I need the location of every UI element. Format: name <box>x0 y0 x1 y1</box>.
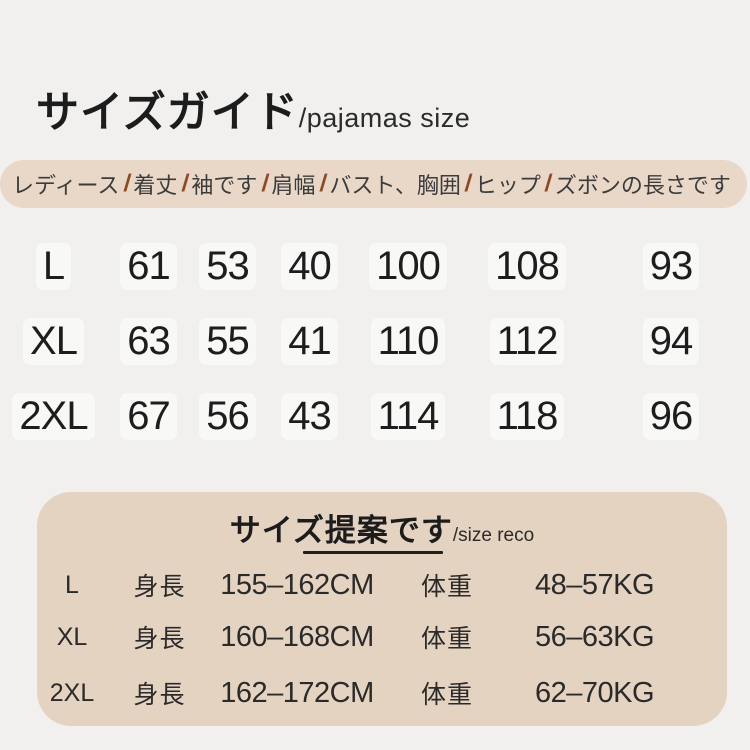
table-row-l: L 61 53 40 100 108 93 <box>0 240 750 292</box>
reco-height-label: 身長 <box>133 681 186 709</box>
reco-weight-label: 体重 <box>420 625 473 653</box>
reco-size-label: 2XL <box>49 678 95 707</box>
value-cell: 93 <box>592 242 750 290</box>
bust-value: 114 <box>370 392 446 440</box>
length-value: 61 <box>120 242 177 290</box>
reco-height-value: 162–172CM <box>220 676 374 709</box>
value-cell: 61 <box>107 242 190 290</box>
bust-value: 100 <box>369 242 447 290</box>
size-cell: 2XL <box>0 392 107 440</box>
pants-length-value: 94 <box>642 317 700 365</box>
reco-height-label: 身長 <box>133 573 186 601</box>
value-cell: 55 <box>190 317 265 365</box>
pants-length-value: 93 <box>642 242 700 290</box>
reco-weight-label: 体重 <box>420 681 473 709</box>
value-cell: 43 <box>265 392 354 440</box>
size-cell: L <box>0 242 107 290</box>
header-column: / 肩幅 <box>259 168 316 200</box>
value-cell: 100 <box>354 242 462 290</box>
slash-separator: / <box>260 170 270 197</box>
header-column: / バスト、胸囲 <box>317 168 461 200</box>
value-cell: 56 <box>190 392 265 440</box>
reco-weight-label: 体重 <box>420 573 473 601</box>
reco-title: サイズ提案です /size reco <box>37 505 727 550</box>
reco-size-label: L <box>65 570 79 599</box>
page-title: サイズガイド /pajamas size <box>36 78 470 140</box>
value-cell: 63 <box>107 317 190 365</box>
header-column-label: バスト、胸囲 <box>329 173 461 198</box>
size-cell: XL <box>0 317 107 365</box>
value-cell: 94 <box>592 317 750 365</box>
reco-weight-value: 48–57KG <box>534 568 655 601</box>
reco-row-2xl: 2XL 身長 162–172CM 体重 62–70KG <box>37 668 727 718</box>
header-column-label: 肩幅 <box>271 173 316 198</box>
length-value: 63 <box>120 317 177 365</box>
shoulder-value: 40 <box>281 242 338 290</box>
header-column: / 袖です <box>179 168 258 200</box>
sleeve-value: 56 <box>199 392 256 440</box>
page-title-main: サイズガイド <box>36 90 299 137</box>
value-cell: 110 <box>354 317 462 365</box>
reco-weight-value: 56–63KG <box>534 620 655 653</box>
size-label: L <box>35 242 72 290</box>
header-column: / 着丈 <box>121 168 178 200</box>
hip-value: 112 <box>489 317 565 365</box>
sleeve-value: 53 <box>199 242 256 290</box>
table-row-xl: XL 63 55 41 110 112 94 <box>0 315 750 367</box>
value-cell: 41 <box>265 317 354 365</box>
value-cell: 114 <box>354 392 462 440</box>
value-cell: 118 <box>462 392 592 440</box>
header-column: / ヒップ <box>462 168 541 200</box>
value-cell: 40 <box>265 242 354 290</box>
pants-length-value: 96 <box>642 392 700 440</box>
slash-separator: / <box>463 170 474 197</box>
header-column-label: ズボンの長さです <box>554 173 731 198</box>
size-table-header: レディース / 着丈 / 袖です / 肩幅 / バスト、胸囲 / ヒップ / ズ… <box>0 160 747 208</box>
header-column-label: 袖です <box>191 173 258 198</box>
reco-height-value: 160–168CM <box>220 620 374 653</box>
slash-separator: / <box>318 170 328 197</box>
reco-title-sub: /size reco <box>452 525 535 546</box>
header-column-label: ヒップ <box>474 173 541 198</box>
value-cell: 67 <box>107 392 190 440</box>
value-cell: 112 <box>462 317 592 365</box>
reco-size-label: XL <box>56 622 88 651</box>
size-reco-box: サイズ提案です /size reco L 身長 155–162CM 体重 48–… <box>37 492 727 726</box>
value-cell: 96 <box>592 392 750 440</box>
slash-separator: / <box>543 170 554 197</box>
length-value: 67 <box>120 392 177 440</box>
header-column-label: 着丈 <box>133 173 178 198</box>
reco-height-value: 155–162CM <box>220 568 374 601</box>
hip-value: 108 <box>488 242 566 290</box>
header-column-label: レディース <box>12 173 120 198</box>
shoulder-value: 41 <box>281 317 338 365</box>
reco-weight-value: 62–70KG <box>534 676 655 709</box>
reco-row-l: L 身長 155–162CM 体重 48–57KG <box>37 560 727 610</box>
page-title-sub: /pajamas size <box>298 103 471 133</box>
header-column: レディース <box>12 168 119 200</box>
header-column: / ズボンの長さです <box>542 168 731 200</box>
table-row-2xl: 2XL 67 56 43 114 118 96 <box>0 390 750 442</box>
shoulder-value: 43 <box>281 392 338 440</box>
reco-title-main: サイズ提案です <box>229 513 453 548</box>
value-cell: 108 <box>462 242 592 290</box>
slash-separator: / <box>122 170 132 197</box>
size-label: XL <box>23 317 84 365</box>
reco-row-xl: XL 身長 160–168CM 体重 56–63KG <box>37 612 727 662</box>
slash-separator: / <box>180 170 190 197</box>
sleeve-value: 55 <box>199 317 256 365</box>
reco-height-label: 身長 <box>133 625 186 653</box>
hip-value: 118 <box>489 392 565 440</box>
reco-title-underline <box>303 551 443 554</box>
bust-value: 110 <box>370 317 446 365</box>
size-label: 2XL <box>12 392 95 440</box>
value-cell: 53 <box>190 242 265 290</box>
